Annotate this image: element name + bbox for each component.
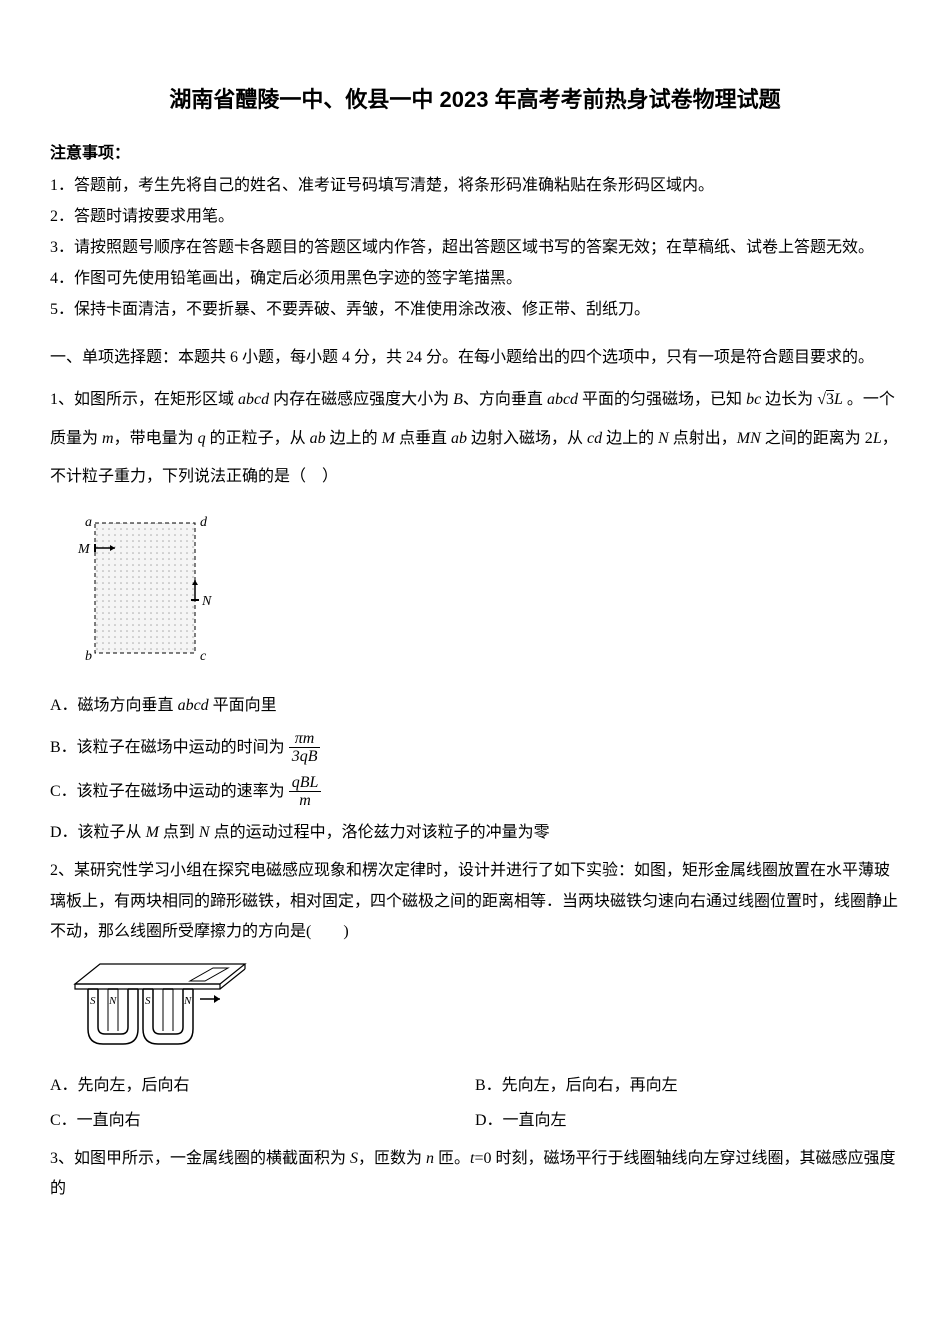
q1-A-2: 平面向里 bbox=[209, 697, 277, 714]
q2-option-D: D．一直向左 bbox=[475, 1107, 900, 1136]
q1-line2-7: 边上的 bbox=[602, 430, 658, 447]
notice-item-3: 3．请按照题号顺序在答题卡各题目的答题区域内作答，超出答题区域书写的答案无效；在… bbox=[50, 234, 900, 263]
q2-m1-S: S bbox=[90, 995, 96, 1007]
q1-ab2: ab bbox=[451, 430, 467, 447]
q1-B-1: B．该粒子在磁场中运动的时间为 bbox=[50, 738, 289, 755]
q1-line2-10: ， bbox=[882, 430, 898, 447]
notice-item-1: 1．答题前，考生先将自己的姓名、准考证号码填写清楚，将条形码准确粘贴在条形码区域… bbox=[50, 172, 900, 201]
q1-label-c: c bbox=[200, 649, 207, 664]
q2-m1-N1: N bbox=[108, 995, 117, 1007]
q1-diagram-svg: a d b c M N bbox=[70, 508, 220, 668]
q2-option-C: C．一直向右 bbox=[50, 1107, 475, 1136]
q2-options-row-1: A．先向左，后向右 B．先向左，后向右，再向左 bbox=[50, 1072, 900, 1101]
q1-rect bbox=[95, 523, 195, 653]
q1-text-6: 。一个 bbox=[843, 391, 895, 408]
q1-bc: bc bbox=[746, 391, 761, 408]
q1-label-M: M bbox=[77, 542, 91, 557]
q1-line3: 不计粒子重力，下列说法正确的是（ ） bbox=[50, 468, 338, 485]
q1-cd: cd bbox=[587, 430, 602, 447]
q2-plate-side bbox=[220, 969, 245, 989]
q1-text-1: 1、如图所示，在矩形区域 bbox=[50, 391, 238, 408]
q2-option-A: A．先向左，后向右 bbox=[50, 1072, 475, 1101]
q3-text-2: ，匝数为 bbox=[358, 1150, 426, 1167]
q1-line2-2: ，带电量为 bbox=[114, 430, 198, 447]
question-3: 3、如图甲所示，一金属线圈的横截面积为 S，匝数为 n 匝。t=0 时刻，磁场平… bbox=[50, 1144, 900, 1205]
q2-arrow-head bbox=[214, 995, 220, 1003]
q1-option-A: A．磁场方向垂直 abcd 平面向里 bbox=[50, 691, 900, 721]
q1-line2-4: 边上的 bbox=[326, 430, 382, 447]
q1-D-M: M bbox=[146, 824, 159, 841]
q1-D-3: 点的运动过程中，洛伦兹力对该粒子的冲量为零 bbox=[210, 824, 550, 841]
q1-M1: M bbox=[382, 430, 395, 447]
q1-text-4: 平面的匀强磁场，已知 bbox=[578, 391, 746, 408]
q1-sqrt: 3 bbox=[817, 381, 834, 419]
q1-option-D: D．该粒子从 M 点到 N 点的运动过程中，洛伦兹力对该粒子的冲量为零 bbox=[50, 818, 900, 848]
q3-S: S bbox=[350, 1150, 358, 1167]
q1-label-a: a bbox=[85, 515, 92, 530]
q2-diagram-svg: S N S N bbox=[70, 959, 260, 1049]
question-1: 1、如图所示，在矩形区域 abcd 内存在磁感应强度大小为 B、方向垂直 abc… bbox=[50, 381, 900, 496]
q1-B: B bbox=[453, 391, 463, 408]
q1-ab1: ab bbox=[310, 430, 326, 447]
q1-option-B: B．该粒子在磁场中运动的时间为 πm3qB bbox=[50, 730, 900, 766]
q1-B-den: 3qB bbox=[289, 748, 321, 766]
q2-option-B: B．先向左，后向右，再向左 bbox=[475, 1072, 900, 1101]
q1-abcd-2: abcd bbox=[547, 391, 578, 408]
notice-item-2: 2．答题时请按要求用笔。 bbox=[50, 203, 900, 232]
q1-C-num: qBL bbox=[289, 774, 322, 793]
q1-N1: N bbox=[658, 430, 669, 447]
notice-item-5: 5．保持卡面清洁，不要折暴、不要弄破、弄皱，不准使用涂改液、修正带、刮纸刀。 bbox=[50, 296, 900, 325]
q3-n: n bbox=[426, 1150, 434, 1167]
q1-text-3: 、方向垂直 bbox=[463, 391, 547, 408]
q1-label-N: N bbox=[201, 594, 212, 609]
q1-A-1: A．磁场方向垂直 bbox=[50, 697, 178, 714]
q3-text-1: 3、如图甲所示，一金属线圈的横截面积为 bbox=[50, 1150, 350, 1167]
q1-m: m bbox=[102, 430, 114, 447]
q1-line2-9: 之间的距离为 2 bbox=[761, 430, 873, 447]
q2-diagram: S N S N bbox=[70, 959, 900, 1060]
q2-coil bbox=[190, 968, 228, 981]
section-1-header: 一、单项选择题：本题共 6 小题，每小题 4 分，共 24 分。在每小题给出的四… bbox=[50, 344, 900, 373]
notice-item-4: 4．作图可先使用铅笔画出，确定后必须用黑色字迹的签字笔描黑。 bbox=[50, 265, 900, 294]
page-title: 湖南省醴陵一中、攸县一中 2023 年高考考前热身试卷物理试题 bbox=[50, 80, 900, 120]
notice-header: 注意事项： bbox=[50, 140, 900, 169]
q1-B-frac: πm3qB bbox=[289, 730, 321, 766]
q1-D-2: 点到 bbox=[159, 824, 199, 841]
q1-L1: L bbox=[834, 391, 843, 408]
question-2: 2、某研究性学习小组在探究电磁感应现象和楞次定律时，设计并进行了如下实验：如图，… bbox=[50, 856, 900, 947]
q1-abcd-1: abcd bbox=[238, 391, 269, 408]
q2-options-row-2: C．一直向右 D．一直向左 bbox=[50, 1107, 900, 1136]
q1-q: q bbox=[198, 430, 206, 447]
q1-line2-5: 点垂直 bbox=[395, 430, 451, 447]
q2-m2-S: S bbox=[145, 995, 151, 1007]
q1-line2-1: 质量为 bbox=[50, 430, 102, 447]
q1-label-b: b bbox=[85, 649, 92, 664]
q1-C-1: C．该粒子在磁场中运动的速率为 bbox=[50, 782, 289, 799]
q2-magnet-1: S N bbox=[88, 989, 138, 1044]
q1-B-num: πm bbox=[289, 730, 321, 749]
q1-sqrt3: 3 bbox=[826, 390, 834, 408]
q1-D-1: D．该粒子从 bbox=[50, 824, 146, 841]
q2-magnet-2: S N bbox=[143, 989, 193, 1044]
q1-C-den: m bbox=[289, 792, 322, 810]
q1-diagram: a d b c M N bbox=[70, 508, 900, 679]
q1-line2-6: 边射入磁场，从 bbox=[467, 430, 587, 447]
q2-m2-N: N bbox=[183, 995, 192, 1007]
q3-text-3: 匝。 bbox=[434, 1150, 470, 1167]
q1-MN: MN bbox=[737, 430, 761, 447]
q1-line2-3: 的正粒子，从 bbox=[206, 430, 310, 447]
q1-D-N: N bbox=[199, 824, 210, 841]
q1-C-frac: qBLm bbox=[289, 774, 322, 810]
q1-option-C: C．该粒子在磁场中运动的速率为 qBLm bbox=[50, 774, 900, 810]
q2-plate-top bbox=[75, 964, 245, 984]
q1-L2: L bbox=[873, 430, 882, 447]
q1-label-d: d bbox=[200, 515, 208, 530]
q1-text-5: 边长为 bbox=[761, 391, 817, 408]
q1-A-abcd: abcd bbox=[178, 697, 209, 714]
q1-text-2: 内存在磁感应强度大小为 bbox=[269, 391, 453, 408]
q1-line2-8: 点射出， bbox=[669, 430, 737, 447]
